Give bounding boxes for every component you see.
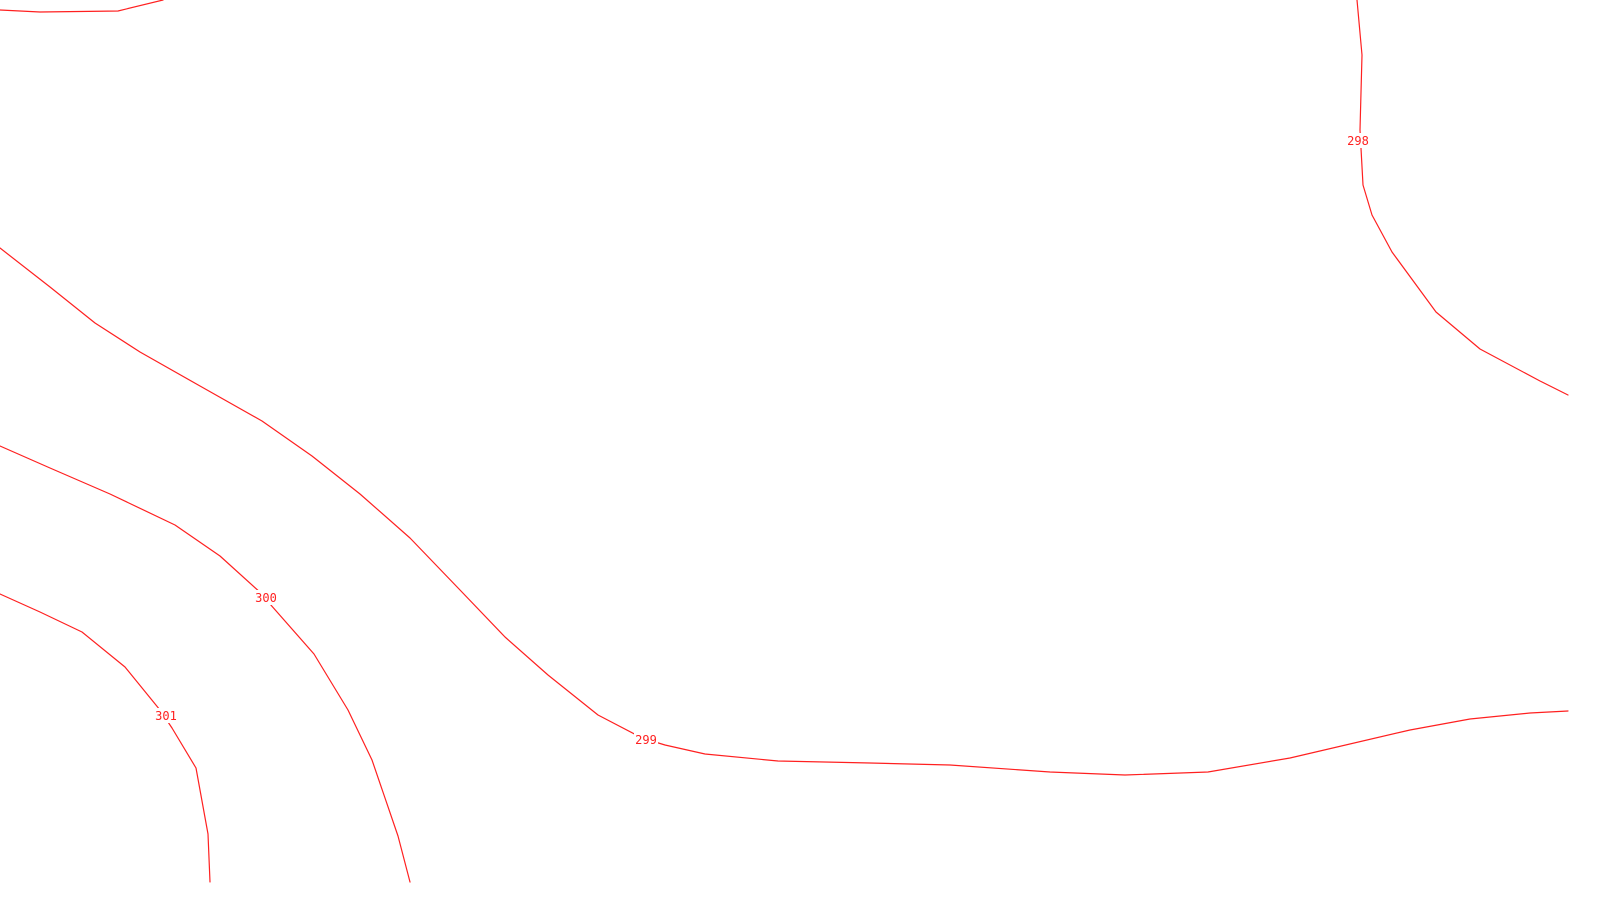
contour-label-298: 298 — [1347, 134, 1369, 148]
contour-label-bg-301 — [154, 708, 178, 723]
contour-300: 300 — [0, 445, 411, 883]
contour-label-bg-299 — [634, 732, 658, 747]
contour-298: 298 — [1346, 0, 1569, 396]
contour-label-bg-300 — [254, 590, 278, 605]
contour-label-301: 301 — [155, 709, 177, 723]
contour-line-298 — [1356, 0, 1569, 396]
contour-label-300: 300 — [255, 591, 277, 605]
contour-line-301 — [0, 593, 211, 883]
contour-line-top-left — [0, 0, 164, 13]
contour-301: 301 — [0, 593, 211, 883]
contour-label-bg-298 — [1346, 133, 1370, 148]
contour-label-299: 299 — [635, 733, 657, 747]
contour-299: 299 — [0, 247, 1569, 776]
contour-line-299 — [0, 247, 1569, 776]
